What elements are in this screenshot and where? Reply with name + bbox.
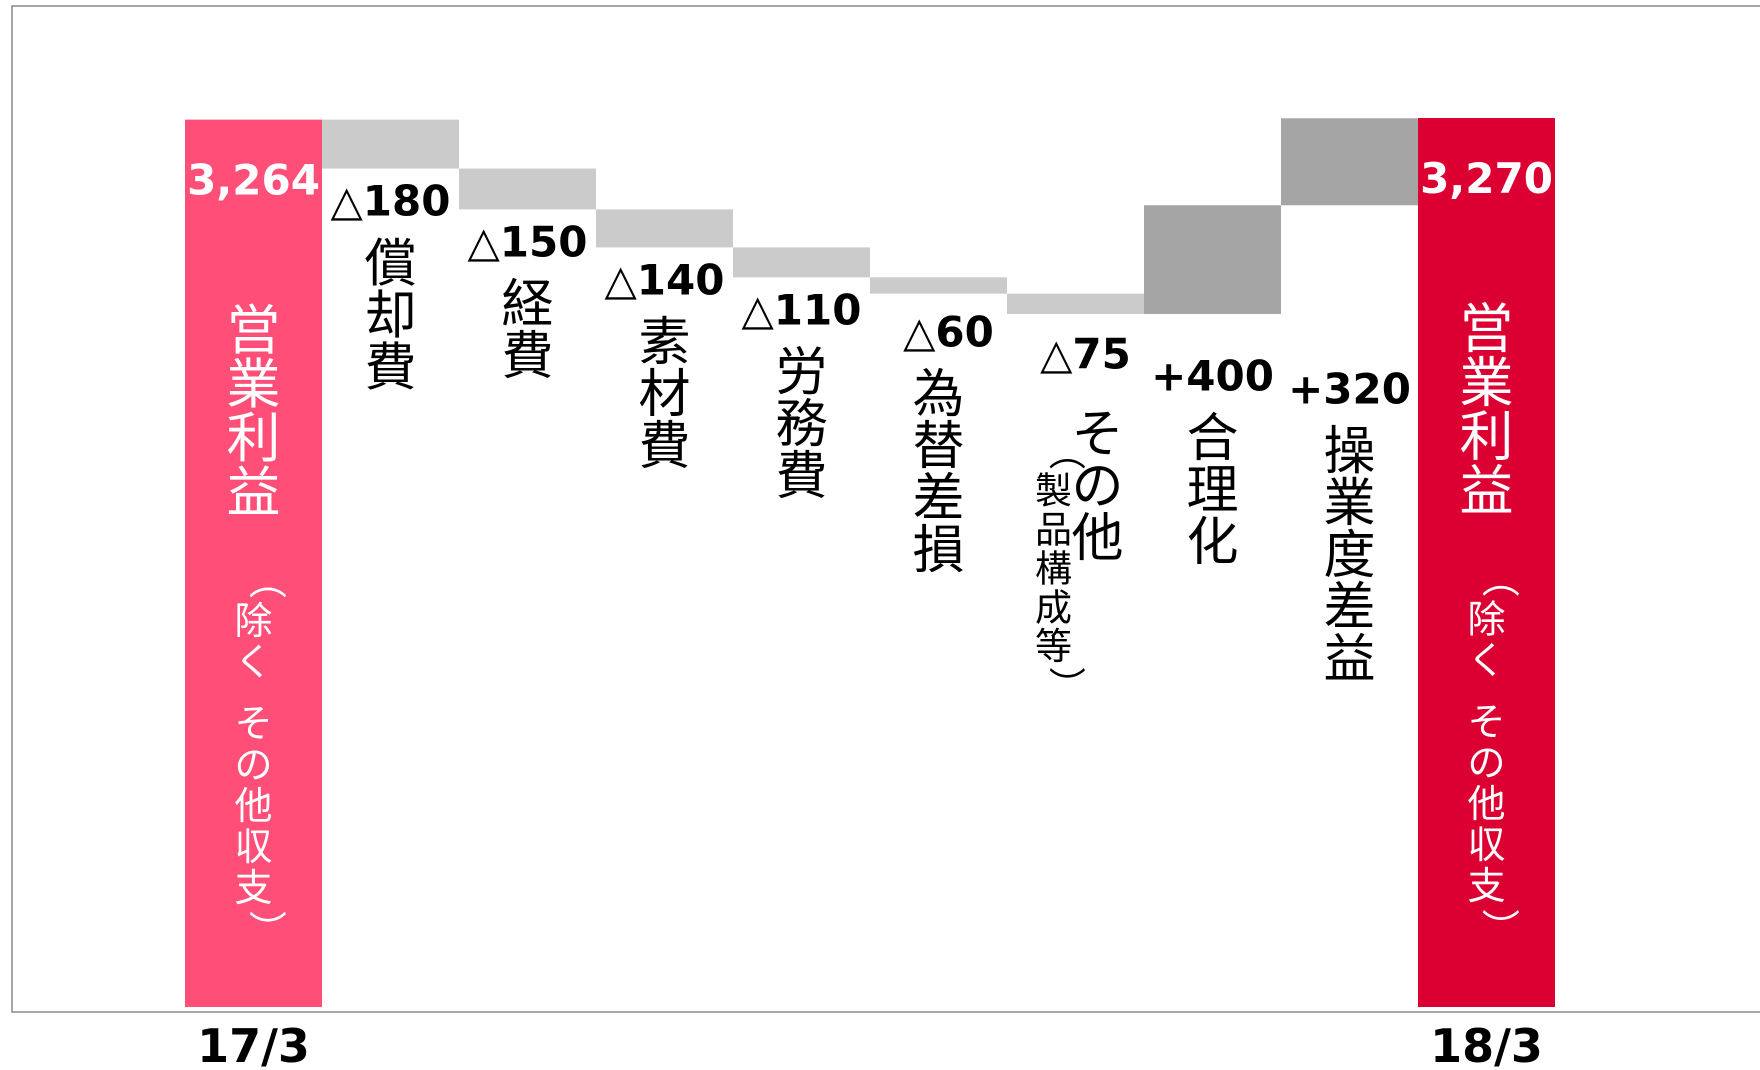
step-label-1-char: 償 [364,234,416,294]
step-label-7: 合理化 [1186,409,1238,573]
start-label-char: 営 [227,299,281,362]
start-sublabel-paren: （ [245,561,289,599]
step-label-3-char: 材 [638,365,690,425]
step-bar-5 [870,277,1007,294]
start-label-char: 業 [227,353,281,416]
start-label-char: 益 [227,461,281,524]
step-label-5-char: 差 [912,469,964,529]
step-label-2-char: 経 [501,275,553,335]
step-value-label-1: △180 [331,177,451,226]
start-label-char: 利 [227,407,281,470]
step-sublabel-6-paren: ） [1045,666,1088,703]
step-sublabel-6-char: 成 [1035,586,1072,629]
labels-layer: 3,264営業利益（除くその他収支）17/3△180償却費△150経費△140素… [187,154,1553,1070]
step-label-4: 労務費 [775,343,827,507]
end-period-label: 18/3 [1430,1019,1543,1070]
step-label-7-char: 化 [1186,513,1238,573]
start-value-label: 3,264 [187,156,320,205]
start-sublabel-char: そ [234,702,272,746]
step-label-1-char: 費 [364,338,416,398]
step-bar-1 [322,119,459,169]
end-bar [1418,118,1555,1007]
step-label-8-char: 差 [1323,578,1375,638]
step-sublabel-6-char: 品 [1035,509,1072,552]
end-sublabel-char: 他 [1467,782,1505,826]
step-bar-2 [459,168,596,210]
start-sublabel-char: く [234,640,272,684]
step-value-label-3: △140 [605,255,725,304]
step-value-label-7: +400 [1151,351,1274,400]
bars-layer [185,118,1555,1007]
step-bar-4 [733,247,870,278]
step-label-2: 経費 [501,275,553,387]
end-sublabel-char: 収 [1467,823,1505,867]
end-label-char: 益 [1460,460,1514,523]
step-value-label-2: △150 [468,217,588,266]
end-sublabel-char: く [1467,639,1505,683]
step-label-8-char: 操 [1323,422,1375,482]
step-value-label-6: △75 [1040,329,1131,378]
step-label-8-char: 度 [1323,526,1375,586]
end-sublabel-char: そ [1467,700,1505,744]
step-sublabel-6-paren: （ [1045,433,1088,470]
step-bar-3 [596,209,733,248]
step-label-8-char: 業 [1323,474,1375,534]
step-value-label-8: +320 [1288,364,1411,413]
end-sublabel-paren: ） [1478,908,1522,946]
step-sublabel-6-char: 構 [1035,547,1072,590]
step-label-2-char: 費 [501,327,553,387]
step-value-label-4: △110 [742,285,862,334]
step-label-1-char: 却 [364,286,416,346]
start-sublabel-char: 他 [234,784,272,828]
end-sublabel-paren: （ [1478,560,1522,598]
step-label-6-char: 他 [1071,509,1123,569]
step-label-7-char: 合 [1186,409,1238,469]
step-label-7-char: 理 [1186,461,1238,521]
step-label-5-char: 損 [912,521,964,581]
step-bar-8 [1281,118,1418,206]
start-sublabel-char: 支 [234,866,272,910]
step-value-label-5: △60 [903,307,994,356]
step-bar-6 [1007,293,1144,315]
step-label-3-char: 費 [638,417,690,477]
step-label-1: 償却費 [364,234,416,398]
end-label-char: 利 [1460,406,1514,469]
step-label-3: 素材費 [638,313,690,477]
step-label-4-char: 務 [775,395,827,455]
start-bar [185,119,322,1007]
start-period-label: 17/3 [197,1019,310,1070]
step-label-5-char: 為 [912,365,964,425]
start-sublabel-paren: ） [245,910,289,948]
step-label-3-char: 素 [638,313,690,373]
end-sublabel-char: 支 [1467,864,1505,908]
end-sublabel-char: の [1467,741,1505,785]
start-sublabel-char: の [234,743,272,787]
step-label-4-char: 労 [775,343,827,403]
start-sublabel-char: 収 [234,825,272,869]
step-sublabel-6-char: 製 [1035,470,1072,513]
step-label-6-char: の [1071,457,1123,517]
chart-frame [11,5,1760,1013]
step-label-8-char: 益 [1323,630,1375,690]
end-label-char: 営 [1460,298,1514,361]
step-label-6: その他 [1071,405,1123,569]
step-label-6-char: そ [1071,405,1123,465]
end-label-char: 業 [1460,352,1514,415]
step-label-4-char: 費 [775,447,827,507]
step-bar-7 [1144,205,1281,315]
start-sublabel-char: 除 [234,599,272,643]
end-value-label: 3,270 [1420,154,1553,203]
step-sublabel-6-char: 等 [1035,625,1072,668]
end-sublabel-char: 除 [1467,597,1505,641]
step-label-5-char: 替 [912,417,964,477]
